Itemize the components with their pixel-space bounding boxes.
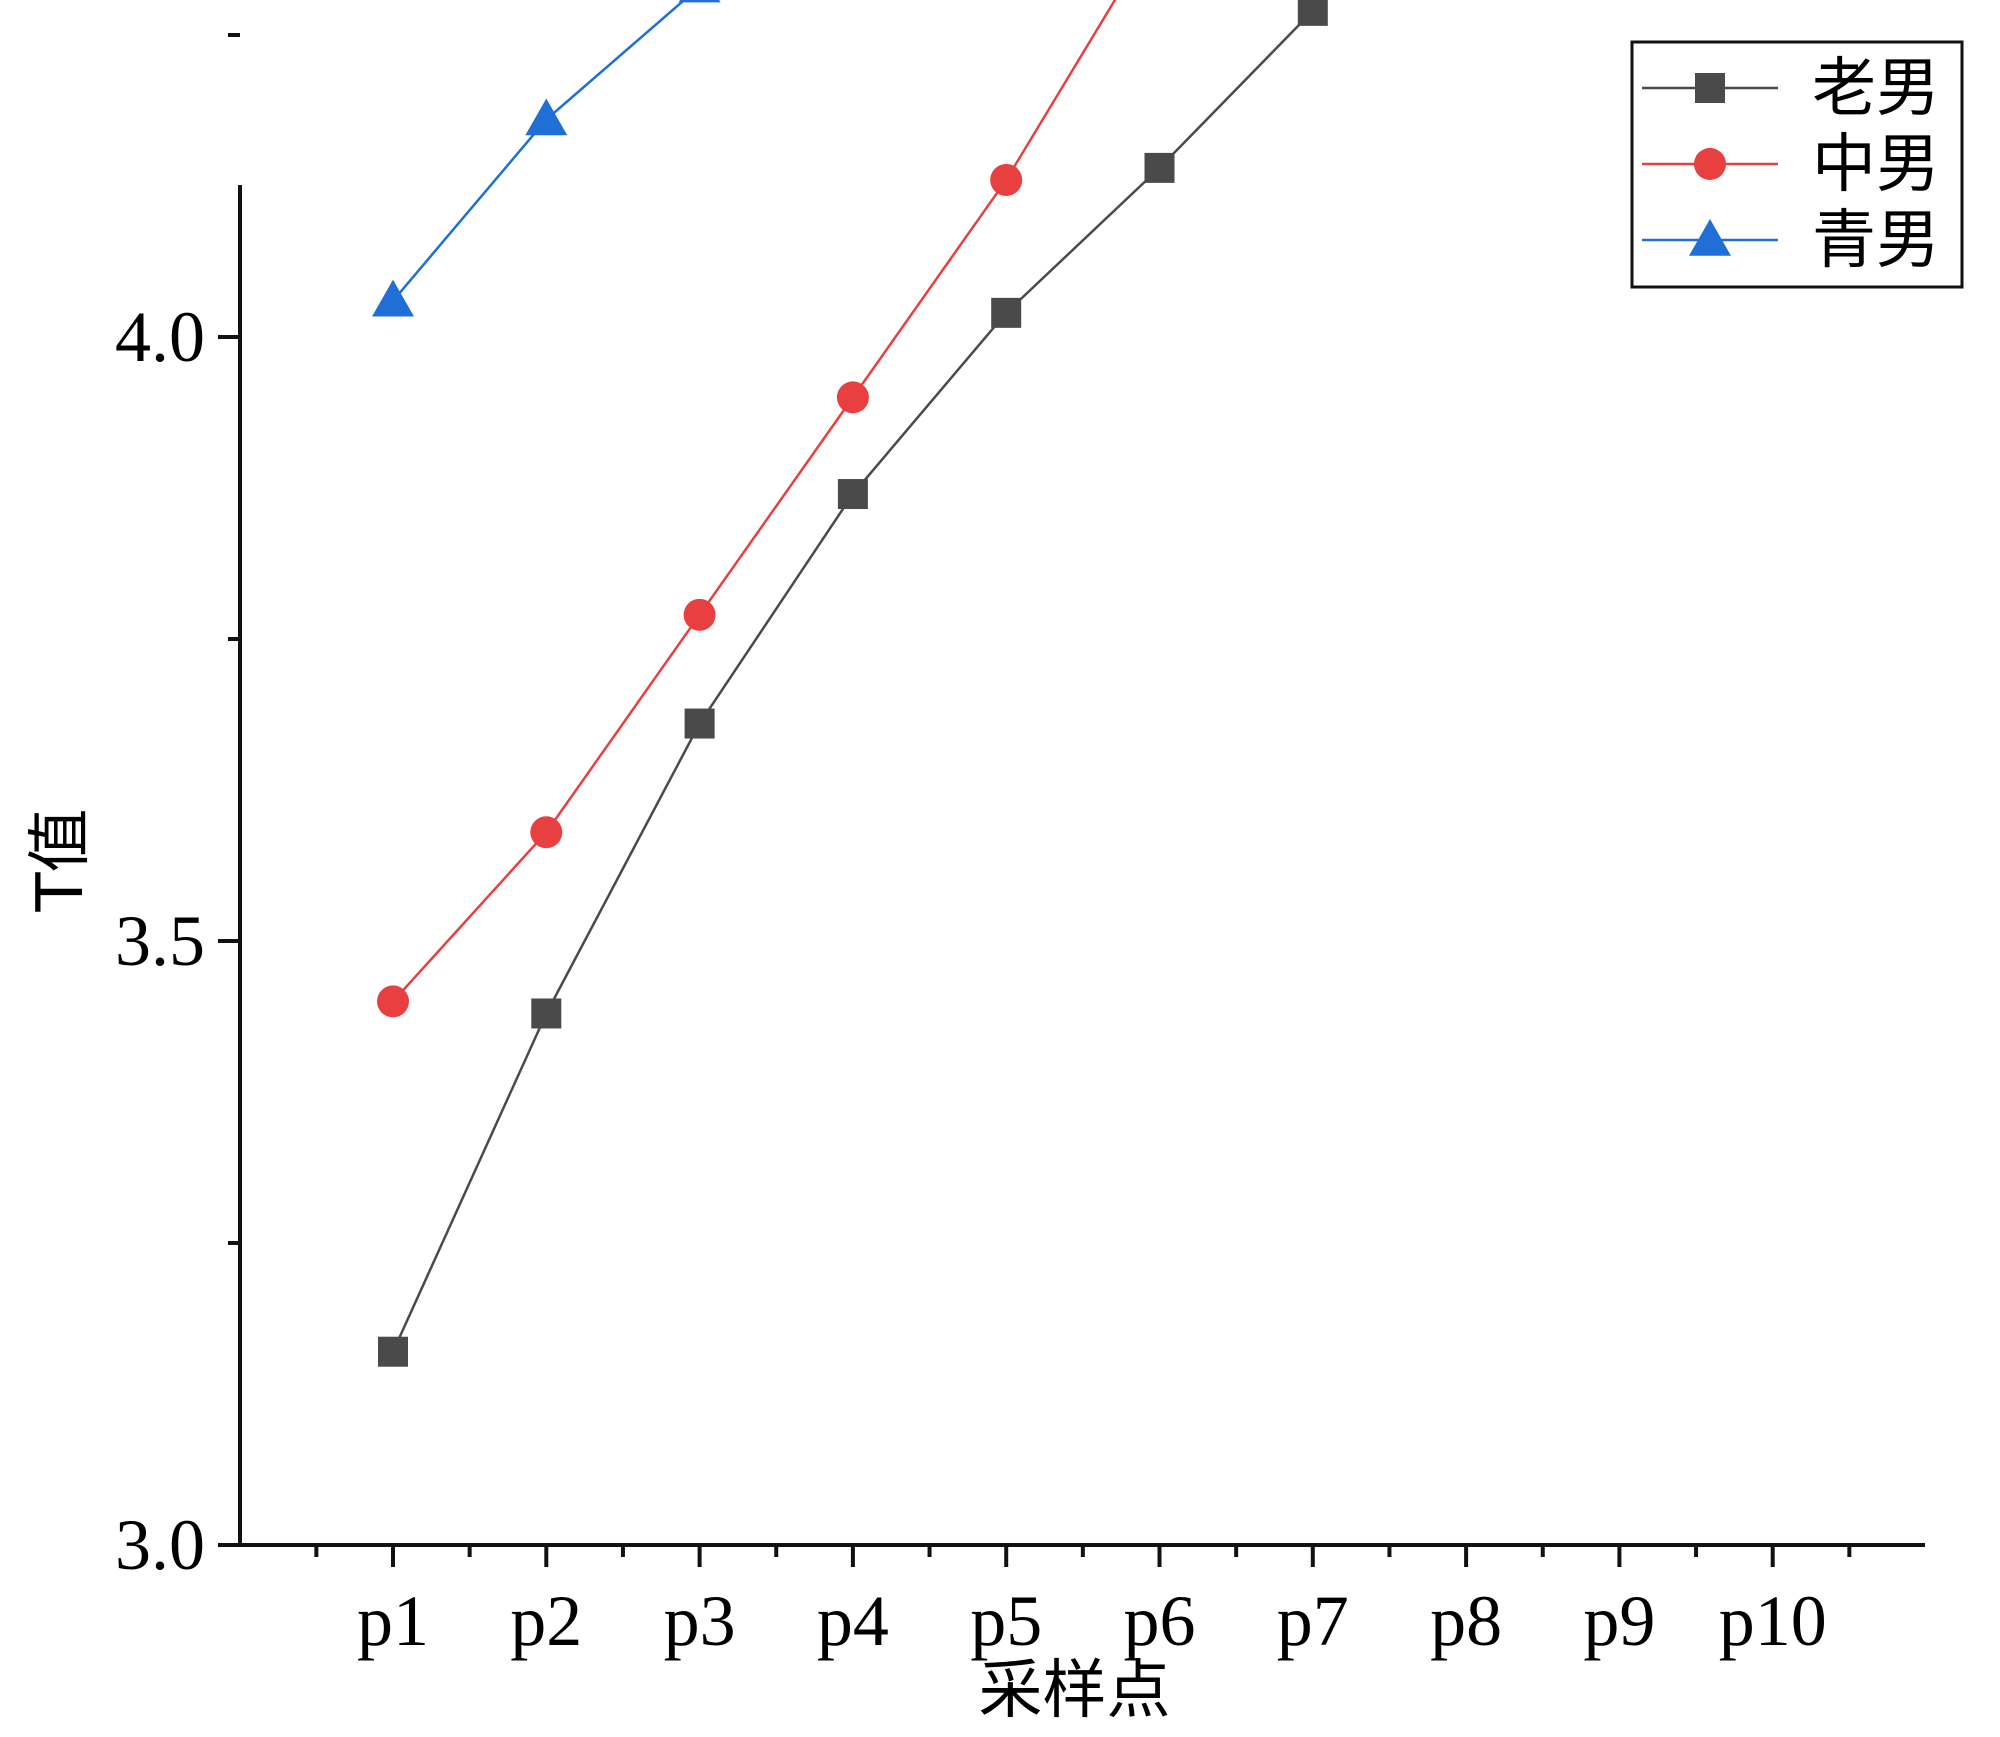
data-point-triangle bbox=[678, 0, 721, 3]
legend-item: 青男 bbox=[1642, 204, 1940, 278]
data-point-square bbox=[1144, 152, 1175, 183]
x-tick-label: p3 bbox=[664, 1581, 736, 1661]
x-tick-label: p9 bbox=[1583, 1581, 1655, 1661]
legend-label: 中男 bbox=[1812, 128, 1940, 202]
series-layer bbox=[372, 0, 1328, 1367]
legend-label: 青男 bbox=[1812, 204, 1940, 278]
legend-item: 老男 bbox=[1642, 52, 1940, 126]
series-triangle bbox=[372, 0, 721, 317]
series-line bbox=[392, 0, 687, 302]
x-tick-label: p6 bbox=[1124, 1581, 1196, 1661]
data-point-square bbox=[1297, 0, 1328, 26]
data-point-square bbox=[1695, 73, 1725, 103]
x-tick-label: p7 bbox=[1277, 1581, 1349, 1661]
y-tick-label: 3.5 bbox=[115, 901, 205, 981]
series-circle bbox=[377, 0, 1117, 1018]
data-point-circle bbox=[377, 985, 409, 1018]
data-point-circle bbox=[1694, 148, 1726, 180]
data-point-square bbox=[684, 708, 715, 739]
x-tick-label: p4 bbox=[817, 1581, 889, 1661]
y-tick-label: 4.0 bbox=[115, 297, 205, 377]
data-point-triangle bbox=[372, 279, 414, 317]
series-line bbox=[391, 0, 1321, 1353]
data-point-square bbox=[991, 297, 1022, 328]
x-axis-title: 采样点 bbox=[979, 1654, 1171, 1728]
legend-item: 中男 bbox=[1642, 128, 1940, 202]
x-tick-label: p5 bbox=[970, 1581, 1042, 1661]
y-axis-title: T值 bbox=[24, 808, 98, 912]
data-point-square bbox=[531, 998, 562, 1029]
series-line bbox=[392, 0, 1117, 1003]
data-point-square bbox=[837, 479, 868, 510]
x-tick-label: p10 bbox=[1719, 1581, 1827, 1661]
series-square bbox=[378, 0, 1328, 1367]
data-point-triangle bbox=[525, 98, 568, 136]
x-tick-label: p2 bbox=[510, 1581, 582, 1661]
x-tick-label: p1 bbox=[357, 1581, 429, 1661]
x-tick-label: p8 bbox=[1430, 1581, 1502, 1661]
data-point-circle bbox=[530, 816, 563, 849]
data-point-circle bbox=[990, 163, 1023, 196]
data-point-square bbox=[378, 1336, 408, 1367]
data-point-circle bbox=[683, 598, 716, 631]
legend-label: 老男 bbox=[1812, 52, 1940, 126]
y-tick-label: 3.0 bbox=[115, 1505, 205, 1585]
data-point-triangle bbox=[1689, 219, 1731, 256]
data-point-circle bbox=[836, 381, 869, 414]
